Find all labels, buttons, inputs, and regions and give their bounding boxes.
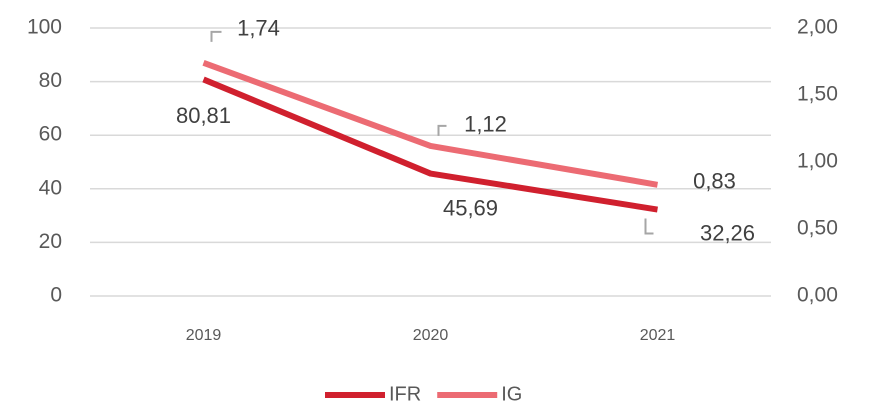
y-tick-label: 0 bbox=[50, 284, 62, 307]
leader-line bbox=[644, 218, 654, 235]
series-line bbox=[202, 76, 658, 213]
data-label: 1,12 bbox=[464, 112, 507, 137]
legend-label: IFR bbox=[389, 383, 421, 405]
y-tick-label: 40 bbox=[39, 176, 62, 199]
y2-tick-label: 0,50 bbox=[797, 217, 838, 240]
y2-tick-label: 1,50 bbox=[797, 83, 838, 106]
y-tick-label: 100 bbox=[27, 16, 62, 39]
y-tick-label: 80 bbox=[39, 69, 62, 92]
data-label: 0,83 bbox=[693, 169, 736, 194]
leader-line bbox=[210, 30, 222, 42]
data-label: 1,74 bbox=[237, 16, 280, 41]
y2-tick-label: 1,00 bbox=[797, 150, 838, 173]
legend-label: IG bbox=[501, 383, 522, 405]
data-label: 45,69 bbox=[443, 195, 498, 220]
x-tick-label: 2021 bbox=[640, 327, 676, 344]
y2-tick-label: 2,00 bbox=[797, 16, 838, 39]
data-label: 80,81 bbox=[176, 103, 231, 128]
x-tick-label: 2020 bbox=[413, 327, 449, 344]
leader-line bbox=[437, 124, 447, 136]
y2-tick-label: 0,00 bbox=[797, 284, 838, 307]
x-tick-label: 2019 bbox=[186, 327, 222, 344]
series-line bbox=[202, 60, 659, 188]
y-tick-label: 20 bbox=[39, 230, 62, 253]
data-label: 32,26 bbox=[700, 220, 755, 245]
y-tick-label: 60 bbox=[39, 123, 62, 146]
